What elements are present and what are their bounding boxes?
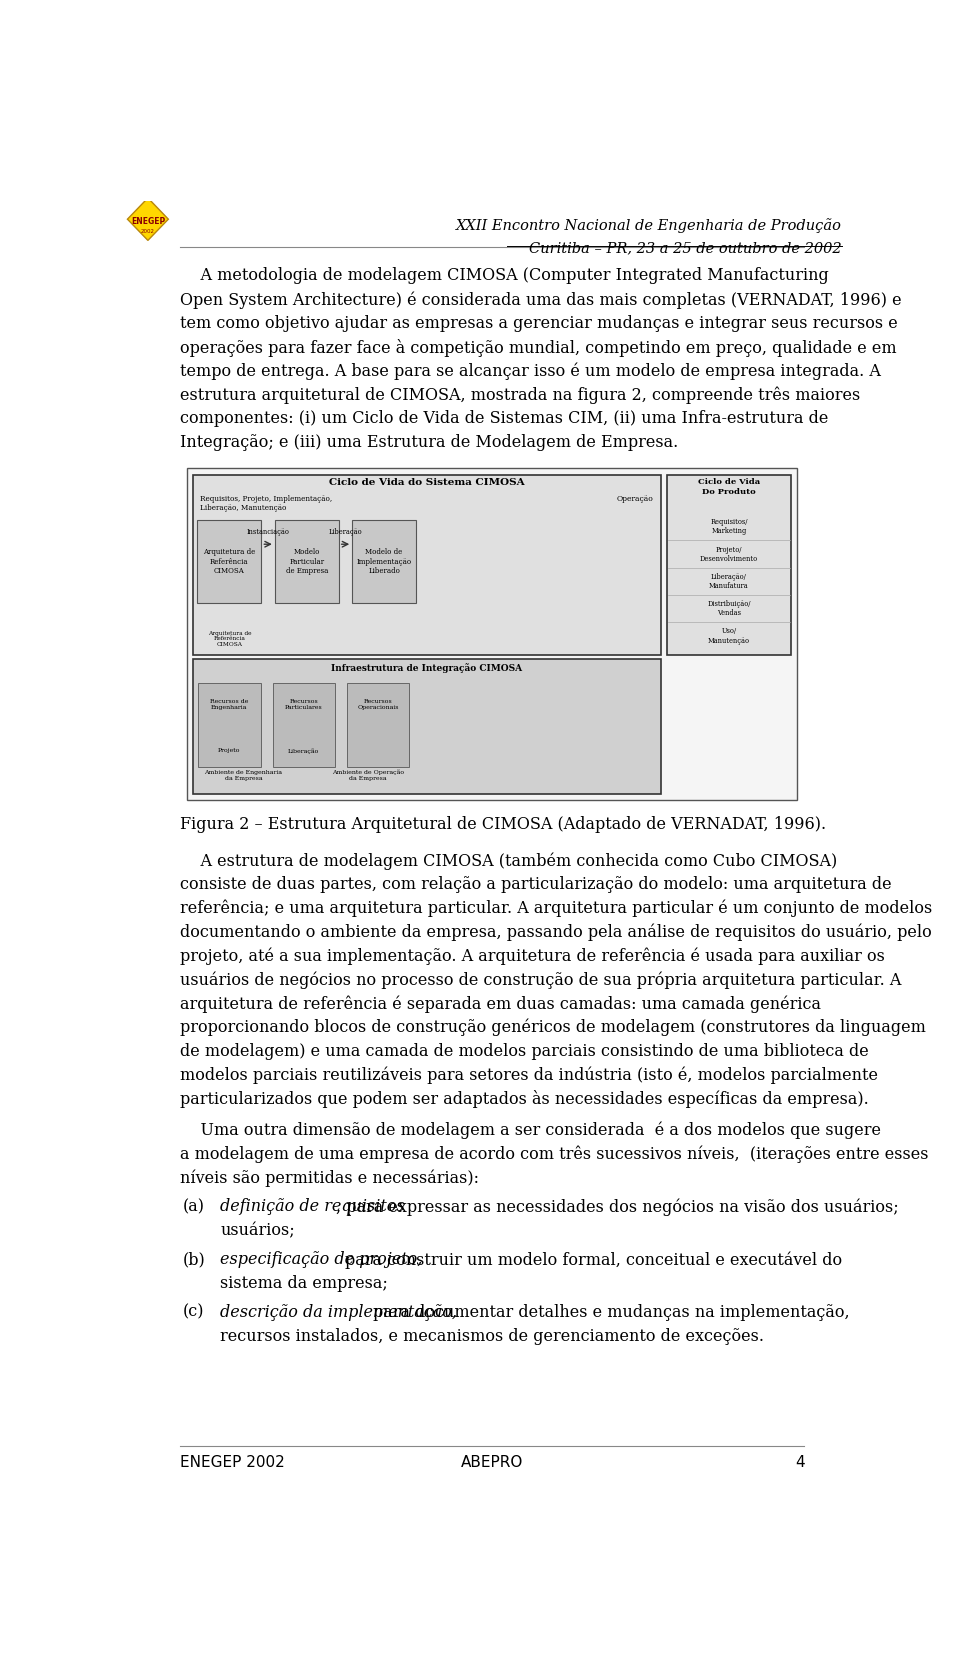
Text: Ciclo de Vida do Sistema CIMOSA: Ciclo de Vida do Sistema CIMOSA (329, 478, 525, 488)
Text: de modelagem) e uma camada de modelos parciais consistindo de uma biblioteca de: de modelagem) e uma camada de modelos pa… (180, 1043, 868, 1059)
Text: Curitiba – PR, 23 a 25 de outubro de 2002: Curitiba – PR, 23 a 25 de outubro de 200… (529, 242, 842, 256)
Text: consiste de duas partes, com relação a particularização do modelo: uma arquitetu: consiste de duas partes, com relação a p… (180, 876, 891, 892)
Text: usuários de negócios no processo de construção de sua própria arquitetura partic: usuários de negócios no processo de cons… (180, 971, 900, 989)
FancyBboxPatch shape (347, 683, 409, 767)
Text: Liberação/
Manufatura: Liberação/ Manufatura (709, 573, 749, 590)
Text: Figura 2 – Estrutura Arquitetural de CIMOSA (Adaptado de VERNADAT, 1996).: Figura 2 – Estrutura Arquitetural de CIM… (180, 815, 826, 832)
Text: operações para fazer face à competição mundial, competindo em preço, qualidade e: operações para fazer face à competição m… (180, 339, 896, 358)
FancyBboxPatch shape (187, 468, 797, 800)
Text: Uma outra dimensão de modelagem a ser considerada  é a dos modelos que sugere: Uma outra dimensão de modelagem a ser co… (180, 1121, 880, 1140)
Text: ENEGEP: ENEGEP (131, 217, 165, 226)
Text: Recursos de
Engenharia: Recursos de Engenharia (210, 698, 249, 710)
Text: Projeto/
Desenvolvimento: Projeto/ Desenvolvimento (700, 545, 758, 563)
Text: níveis são permitidas e necessárias):: níveis são permitidas e necessárias): (180, 1170, 478, 1186)
FancyBboxPatch shape (275, 520, 339, 603)
Text: proporcionando blocos de construção genéricos de modelagem (construtores da ling: proporcionando blocos de construção gené… (180, 1019, 925, 1036)
Text: Ambiente de Engenharia
da Empresa: Ambiente de Engenharia da Empresa (204, 770, 282, 780)
Text: Requisitos, Projeto, Implementação,
Liberação, Manutenção: Requisitos, Projeto, Implementação, Libe… (201, 495, 332, 513)
Text: arquitetura de referência é separada em duas camadas: uma camada genérica: arquitetura de referência é separada em … (180, 994, 821, 1013)
Text: Integração; e (iii) uma Estrutura de Modelagem de Empresa.: Integração; e (iii) uma Estrutura de Mod… (180, 434, 678, 451)
Text: A estrutura de modelagem CIMOSA (também conhecida como Cubo CIMOSA): A estrutura de modelagem CIMOSA (também … (180, 852, 837, 869)
Text: tem como objetivo ajudar as empresas a gerenciar mudanças e integrar seus recurs: tem como objetivo ajudar as empresas a g… (180, 316, 898, 333)
Text: usuários;: usuários; (221, 1222, 295, 1240)
Text: ABEPRO: ABEPRO (461, 1455, 523, 1470)
Text: (c): (c) (183, 1303, 204, 1320)
FancyBboxPatch shape (193, 658, 660, 794)
Text: Instanciação: Instanciação (247, 528, 290, 536)
Text: sistema da empresa;: sistema da empresa; (221, 1275, 388, 1292)
Text: Open System Architecture) é considerada uma das mais completas (VERNADAT, 1996) : Open System Architecture) é considerada … (180, 291, 901, 309)
Text: modelos parciais reutilizáveis para setores da indústria (isto é, modelos parcia: modelos parciais reutilizáveis para seto… (180, 1066, 877, 1084)
Text: Projeto: Projeto (218, 749, 241, 754)
Text: Liberação: Liberação (328, 528, 362, 536)
Text: Recursos
Particulares: Recursos Particulares (285, 698, 323, 710)
Text: tempo de entrega. A base para se alcançar isso é um modelo de empresa integrada.: tempo de entrega. A base para se alcança… (180, 363, 880, 379)
Text: , para expressar as necessidades dos negócios na visão dos usuários;: , para expressar as necessidades dos neg… (336, 1198, 899, 1216)
Text: para documentar detalhes e mudanças na implementação,: para documentar detalhes e mudanças na i… (372, 1303, 850, 1320)
Text: Modelo
Particular
de Empresa: Modelo Particular de Empresa (285, 548, 328, 575)
Text: Uso/
Manutenção: Uso/ Manutenção (708, 628, 750, 645)
Text: A metodologia de modelagem CIMOSA (Computer Integrated Manufacturing: A metodologia de modelagem CIMOSA (Compu… (180, 267, 828, 284)
Text: (a): (a) (183, 1198, 205, 1215)
Text: projeto, até a sua implementação. A arquitetura de referência é usada para auxil: projeto, até a sua implementação. A arqu… (180, 947, 884, 964)
Text: ENEGEP 2002: ENEGEP 2002 (180, 1455, 284, 1470)
Text: componentes: (i) um Ciclo de Vida de Sistemas CIM, (ii) uma Infra-estrutura de: componentes: (i) um Ciclo de Vida de Sis… (180, 411, 828, 428)
Text: (b): (b) (183, 1252, 206, 1268)
Text: estrutura arquitetural de CIMOSA, mostrada na figura 2, compreende três maiores: estrutura arquitetural de CIMOSA, mostra… (180, 386, 860, 404)
Text: Distribuição/
Vendas: Distribuição/ Vendas (708, 600, 751, 617)
FancyBboxPatch shape (273, 683, 335, 767)
Text: 2002: 2002 (141, 229, 155, 234)
Text: XXII Encontro Nacional de Engenharia de Produção: XXII Encontro Nacional de Engenharia de … (456, 217, 842, 232)
Text: a modelagem de uma empresa de acordo com três sucessivos níveis,  (iterações ent: a modelagem de uma empresa de acordo com… (180, 1146, 928, 1163)
Text: para construir um modelo formal, conceitual e executável do: para construir um modelo formal, conceit… (346, 1252, 843, 1268)
Text: documentando o ambiente da empresa, passando pela análise de requisitos do usuár: documentando o ambiente da empresa, pass… (180, 924, 931, 941)
Text: Arquitetura de
Referência
CIMOSA: Arquitetura de Referência CIMOSA (207, 630, 252, 647)
Text: particularizados que podem ser adaptados às necessidades específicas da empresa): particularizados que podem ser adaptados… (180, 1089, 868, 1108)
Text: Arquitetura de
Referência
CIMOSA: Arquitetura de Referência CIMOSA (204, 548, 255, 575)
FancyBboxPatch shape (667, 475, 791, 655)
Text: Operação: Operação (616, 495, 654, 503)
Text: Ciclo de Vida
Do Produto: Ciclo de Vida Do Produto (698, 478, 760, 496)
Polygon shape (128, 197, 168, 241)
Text: 4: 4 (795, 1455, 804, 1470)
Text: Ambiente de Operação
da Empresa: Ambiente de Operação da Empresa (332, 769, 404, 780)
Text: Infraestrutura de Integração CIMOSA: Infraestrutura de Integração CIMOSA (331, 663, 522, 672)
Text: especificação de projeto,: especificação de projeto, (221, 1252, 422, 1268)
Text: referência; e uma arquitetura particular. A arquitetura particular é um conjunto: referência; e uma arquitetura particular… (180, 899, 932, 917)
FancyBboxPatch shape (193, 475, 660, 655)
Text: recursos instalados, e mecanismos de gerenciamento de exceções.: recursos instalados, e mecanismos de ger… (221, 1328, 764, 1345)
Text: Liberação: Liberação (288, 749, 320, 754)
Text: Modelo de
Implementação
Liberado: Modelo de Implementação Liberado (356, 548, 412, 575)
Text: descrição da implementação,: descrição da implementação, (221, 1303, 457, 1320)
Text: Recursos
Operacionais: Recursos Operacionais (357, 698, 399, 710)
Text: Requisitos/
Marketing: Requisitos/ Marketing (710, 518, 748, 535)
FancyBboxPatch shape (352, 520, 416, 603)
Text: definição de requisitos: definição de requisitos (221, 1198, 405, 1215)
FancyBboxPatch shape (198, 520, 261, 603)
FancyBboxPatch shape (198, 683, 260, 767)
